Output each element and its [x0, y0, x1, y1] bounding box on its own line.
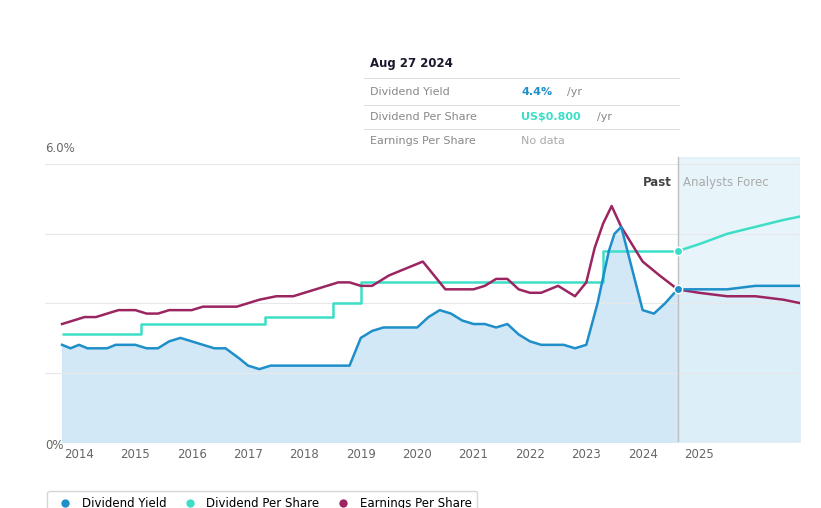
Text: Earnings Per Share: Earnings Per Share	[370, 136, 476, 146]
Text: /yr: /yr	[597, 112, 612, 122]
Text: Dividend Per Share: Dividend Per Share	[370, 112, 477, 122]
Text: No data: No data	[521, 136, 565, 146]
Text: Aug 27 2024: Aug 27 2024	[370, 57, 453, 70]
Text: Past: Past	[643, 176, 672, 189]
Text: US$0.800: US$0.800	[521, 112, 581, 122]
Text: /yr: /yr	[567, 86, 582, 97]
Legend: Dividend Yield, Dividend Per Share, Earnings Per Share: Dividend Yield, Dividend Per Share, Earn…	[48, 491, 477, 508]
Text: 4.4%: 4.4%	[521, 86, 553, 97]
Text: Analysts Forec: Analysts Forec	[683, 176, 768, 189]
Text: 6.0%: 6.0%	[45, 142, 75, 155]
Text: 0%: 0%	[45, 439, 64, 453]
Text: Dividend Yield: Dividend Yield	[370, 86, 450, 97]
Bar	[677, 157, 800, 442]
